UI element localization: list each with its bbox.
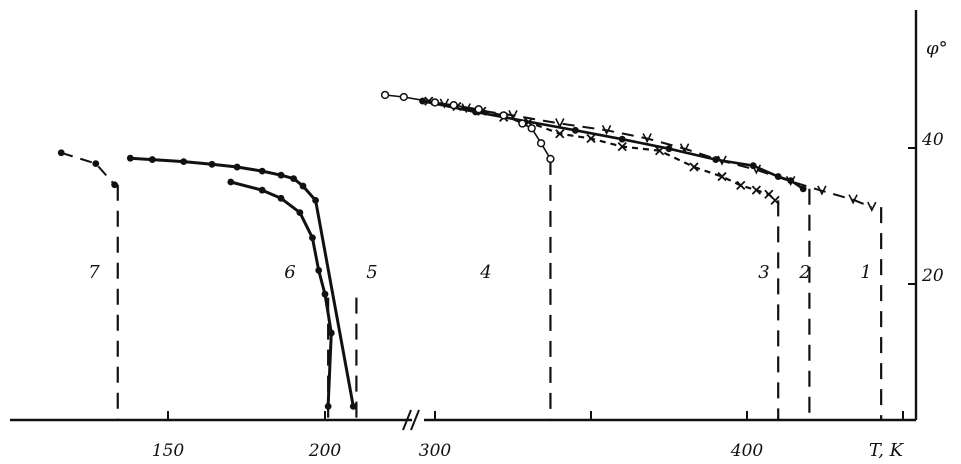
axes bbox=[10, 10, 918, 431]
curve-1-point-10 bbox=[817, 185, 827, 196]
curve-1-point-11 bbox=[848, 194, 858, 205]
curve-5-point-9 bbox=[312, 196, 319, 204]
curve-label-2: 2 bbox=[798, 262, 810, 283]
curve-6-point-6 bbox=[321, 290, 329, 298]
curve-6-point-1 bbox=[258, 186, 266, 194]
curve-3 bbox=[424, 96, 780, 420]
curve-1-point-12 bbox=[867, 201, 877, 212]
curve-4 bbox=[380, 90, 555, 420]
curve-2-point-2 bbox=[572, 126, 579, 134]
curve-6-point-2 bbox=[277, 194, 285, 202]
x-tick-label-300: 300 bbox=[419, 441, 452, 461]
curves bbox=[57, 90, 883, 420]
curve-5-point-7 bbox=[290, 175, 297, 183]
curve-2-point-4 bbox=[665, 145, 673, 153]
curve-5-point-5 bbox=[258, 167, 266, 175]
curve-label-7: 7 bbox=[88, 262, 100, 283]
curve-4-point-6 bbox=[518, 119, 527, 128]
curve-5-point-4 bbox=[233, 163, 241, 171]
curve-4-point-1 bbox=[399, 92, 408, 102]
curve-4-point-3 bbox=[449, 101, 458, 110]
curve-label-6: 6 bbox=[284, 262, 295, 283]
y-axis-label: φ° bbox=[926, 38, 948, 59]
curve-3-point-8 bbox=[655, 146, 665, 156]
curve-4-point-0 bbox=[380, 90, 390, 100]
curve-4-point-9 bbox=[546, 154, 555, 164]
curve-2-point-8 bbox=[787, 177, 795, 185]
curve-5-point-3 bbox=[208, 160, 216, 168]
curve-4-point-8 bbox=[536, 139, 546, 148]
curve-1-point-7 bbox=[717, 155, 727, 166]
curve-6-point-7 bbox=[327, 329, 335, 337]
curve-2-point-5 bbox=[712, 156, 720, 163]
curve-6-point-8 bbox=[324, 403, 332, 410]
x-tick-label-150: 150 bbox=[152, 441, 185, 461]
curve-label-1: 1 bbox=[860, 262, 871, 283]
curve-label-5: 5 bbox=[366, 262, 377, 283]
curve-3-point-11 bbox=[736, 180, 746, 191]
curve-4-point-4 bbox=[474, 105, 483, 114]
curve-7 bbox=[57, 149, 119, 420]
x-ticks bbox=[167, 411, 904, 420]
y-ticks bbox=[908, 147, 916, 285]
curve-4-point-2 bbox=[430, 98, 440, 107]
axis-break-mark bbox=[402, 409, 420, 431]
curve-3-point-5 bbox=[555, 129, 565, 139]
curve-6-point-4 bbox=[309, 234, 316, 242]
curve-5-point-6 bbox=[277, 171, 285, 179]
curve-4-point-5 bbox=[499, 111, 508, 120]
curve-1-point-3 bbox=[555, 118, 565, 129]
curve-2-point-9 bbox=[799, 185, 807, 193]
curve-2-point-7 bbox=[774, 173, 782, 180]
curve-5-point-8 bbox=[299, 182, 307, 190]
curve-3-point-7 bbox=[617, 142, 627, 152]
x-tick-labels: 150 200 300 400 T, K bbox=[152, 440, 905, 461]
curve-6-point-0 bbox=[227, 178, 235, 186]
curve-6-point-3 bbox=[296, 209, 304, 217]
y-tick-labels: 20 40 φ° bbox=[921, 38, 948, 286]
curve-5-point-1 bbox=[148, 156, 156, 163]
curve-5-line bbox=[130, 156, 355, 407]
curve-3-point-14 bbox=[770, 195, 780, 205]
curve-3-point-12 bbox=[751, 185, 761, 195]
curve-label-4: 4 bbox=[479, 262, 491, 283]
curve-3-point-9 bbox=[689, 162, 699, 172]
curve-7-point-0 bbox=[57, 149, 65, 157]
y-tick-label-40: 40 bbox=[921, 130, 944, 150]
curve-3-point-6 bbox=[586, 133, 596, 144]
curve-3-line bbox=[428, 100, 776, 202]
curve-1-point-4 bbox=[601, 124, 612, 136]
curve-5-point-10 bbox=[349, 403, 357, 410]
curve-5 bbox=[126, 154, 358, 420]
curve-6-line bbox=[230, 180, 333, 407]
curve-6 bbox=[227, 178, 335, 420]
curve-7-line bbox=[60, 151, 116, 186]
curve-2 bbox=[419, 97, 811, 420]
curve-5-point-0 bbox=[126, 154, 134, 162]
curve-7-point-2 bbox=[111, 181, 119, 189]
x-axis-label: T, K bbox=[869, 440, 905, 461]
curve-2-point-3 bbox=[618, 135, 626, 143]
curve-4-point-7 bbox=[527, 124, 536, 133]
curve-1-point-5 bbox=[642, 133, 652, 144]
curve-label-3: 3 bbox=[758, 262, 769, 283]
curve-3-point-10 bbox=[717, 171, 727, 182]
curve-7-point-1 bbox=[92, 160, 100, 168]
curve-6-point-5 bbox=[315, 267, 323, 274]
curve-4-line bbox=[385, 94, 552, 160]
x-tick-label-400: 400 bbox=[730, 441, 764, 461]
x-tick-label-200: 200 bbox=[308, 441, 342, 461]
curve-2-point-6 bbox=[749, 162, 757, 170]
curve-5-point-2 bbox=[180, 158, 188, 166]
y-tick-label-20: 20 bbox=[921, 266, 944, 286]
curve-1-line bbox=[444, 102, 873, 209]
curve-labels: 1 2 3 4 5 6 7 bbox=[88, 262, 871, 283]
